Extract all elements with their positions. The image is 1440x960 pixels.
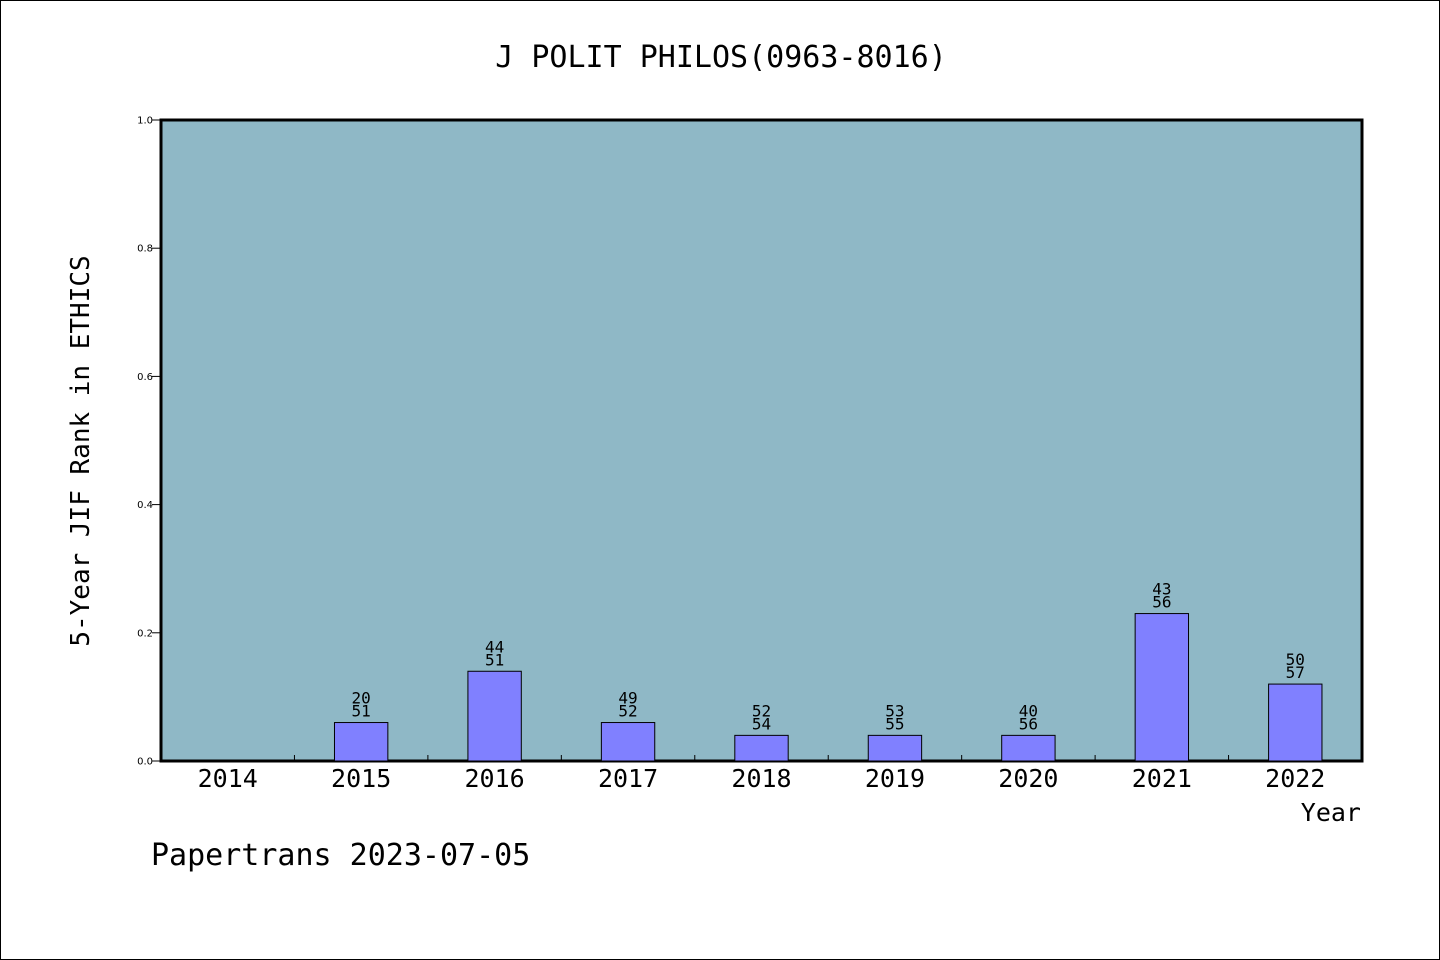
x-tick-label: 2016 [465,764,525,793]
bar-2021 [1134,613,1190,762]
bar-2019 [867,734,923,762]
x-tick-label: 2020 [998,764,1058,793]
chart-title: J POLIT PHILOS(0963-8016) [495,40,947,75]
bar-total-label: 56 [1152,593,1171,612]
x-tick-label: 2018 [731,764,791,793]
bar-total-label: 51 [352,702,371,721]
bar-rank-label: 50 [1286,650,1305,669]
x-tick-label: 2017 [598,764,658,793]
x-axis-label: Year [1301,798,1361,827]
bar-rank-label: 44 [485,637,504,656]
bar-total-label: 55 [885,714,904,733]
x-tick-label: 2019 [865,764,925,793]
bar-rank-label: 40 [1019,701,1038,720]
bar-total-label: 51 [485,650,504,669]
x-tick-label: 2014 [198,764,258,793]
bar-2020 [1001,734,1056,762]
y-axis-ticks: 0.0 0.2 0.4 0.6 0.8 1.0 [137,116,161,768]
bar-rank-label: 43 [1152,580,1171,599]
bar-total-label: 52 [618,702,637,721]
bar-2018 [734,734,789,762]
bar-2017 [600,722,656,762]
y-axis-label: 5-Year JIF Rank in ETHICS [66,255,96,646]
y-tick-label: 0.0 [137,757,153,768]
x-tick-label: 2015 [331,764,391,793]
x-axis-ticks: 2014 2015 2016 2017 2018 2019 2020 2021 2022 [198,755,1325,793]
x-tick-label: 2021 [1132,764,1192,793]
bar-2022 [1268,683,1323,762]
bars [333,613,1323,762]
y-tick-label: 0.2 [137,628,153,639]
bar-rank-label: 52 [752,701,771,720]
bar-total-label: 54 [752,714,771,733]
footer-watermark-text: Papertrans 2023-07-05 [151,838,530,873]
bar-rank-label: 49 [618,689,637,708]
y-tick-label: 0.6 [137,372,153,383]
y-tick-label: 1.0 [137,116,153,127]
x-tick-label: 2022 [1265,764,1325,793]
bar-total-label: 57 [1286,663,1305,682]
y-tick-label: 0.4 [137,500,153,511]
bar-rank-label: 20 [352,689,371,708]
bar-2015 [333,722,389,762]
bar-rank-label: 53 [885,701,904,720]
bar-2016 [467,670,522,762]
bar-total-label: 56 [1019,714,1038,733]
y-tick-label: 0.8 [137,244,153,255]
